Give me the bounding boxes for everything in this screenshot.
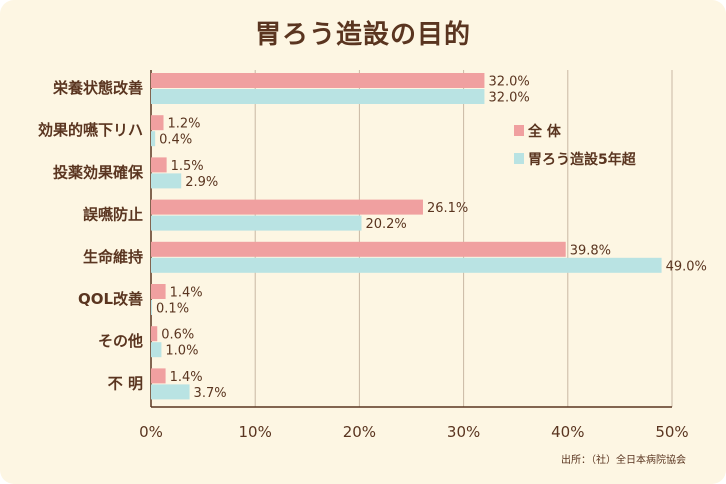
category-label: QOL改善 (78, 290, 143, 308)
x-tick-label: 0% (139, 423, 163, 441)
bar (151, 342, 162, 358)
category-label: 生命維持 (83, 248, 143, 266)
bar (151, 73, 485, 88)
data-label: 32.0% (488, 75, 529, 90)
x-tick-label: 40% (551, 423, 584, 441)
x-tick-label: 10% (239, 423, 272, 441)
data-label: 1.4% (170, 286, 203, 301)
data-label: 1.4% (170, 370, 203, 385)
data-label: 26.1% (427, 201, 468, 216)
bar (151, 131, 156, 147)
legend-swatch (514, 125, 524, 136)
bar (151, 215, 362, 231)
bar (151, 199, 423, 215)
x-tick-label: 20% (343, 423, 376, 441)
data-label: 3.7% (194, 386, 227, 401)
bar (151, 89, 485, 104)
category-label: 誤嚥防止 (83, 206, 143, 224)
legend-label: 全 体 (527, 123, 562, 140)
bar (151, 157, 167, 173)
category-label: 投薬効果確保 (53, 163, 144, 181)
bar (151, 326, 158, 342)
data-label: 2.9% (185, 175, 218, 190)
legend-label: 胃ろう造設5年超 (528, 151, 637, 168)
category-label: 栄養状態改善 (52, 79, 143, 97)
legend-swatch (514, 153, 524, 164)
data-label: 0.6% (161, 328, 194, 343)
data-label: 1.2% (168, 117, 201, 132)
category-label: 不 明 (108, 374, 143, 392)
bar (151, 368, 166, 384)
chart-title: 胃ろう造設の目的 (254, 20, 471, 50)
bar (151, 173, 182, 189)
bar (151, 300, 153, 315)
data-label: 49.0% (666, 259, 707, 274)
bar (151, 384, 190, 400)
data-label: 39.8% (570, 243, 611, 258)
data-label: 1.0% (165, 344, 198, 359)
bar (151, 284, 166, 299)
bar (151, 257, 662, 273)
x-tick-label: 30% (447, 423, 480, 441)
data-label: 20.2% (365, 217, 406, 232)
data-label: 0.4% (159, 133, 192, 148)
category-label: その他 (98, 332, 143, 350)
bar (151, 241, 566, 257)
data-label: 0.1% (156, 302, 189, 317)
source-note: 出所：（社）全日本病院協会 (561, 455, 686, 466)
x-tick-label: 50% (655, 423, 688, 441)
data-label: 32.0% (488, 91, 529, 106)
category-label: 効果的嚥下リハ (38, 121, 143, 139)
data-label: 1.5% (171, 159, 204, 174)
bar (151, 115, 164, 131)
